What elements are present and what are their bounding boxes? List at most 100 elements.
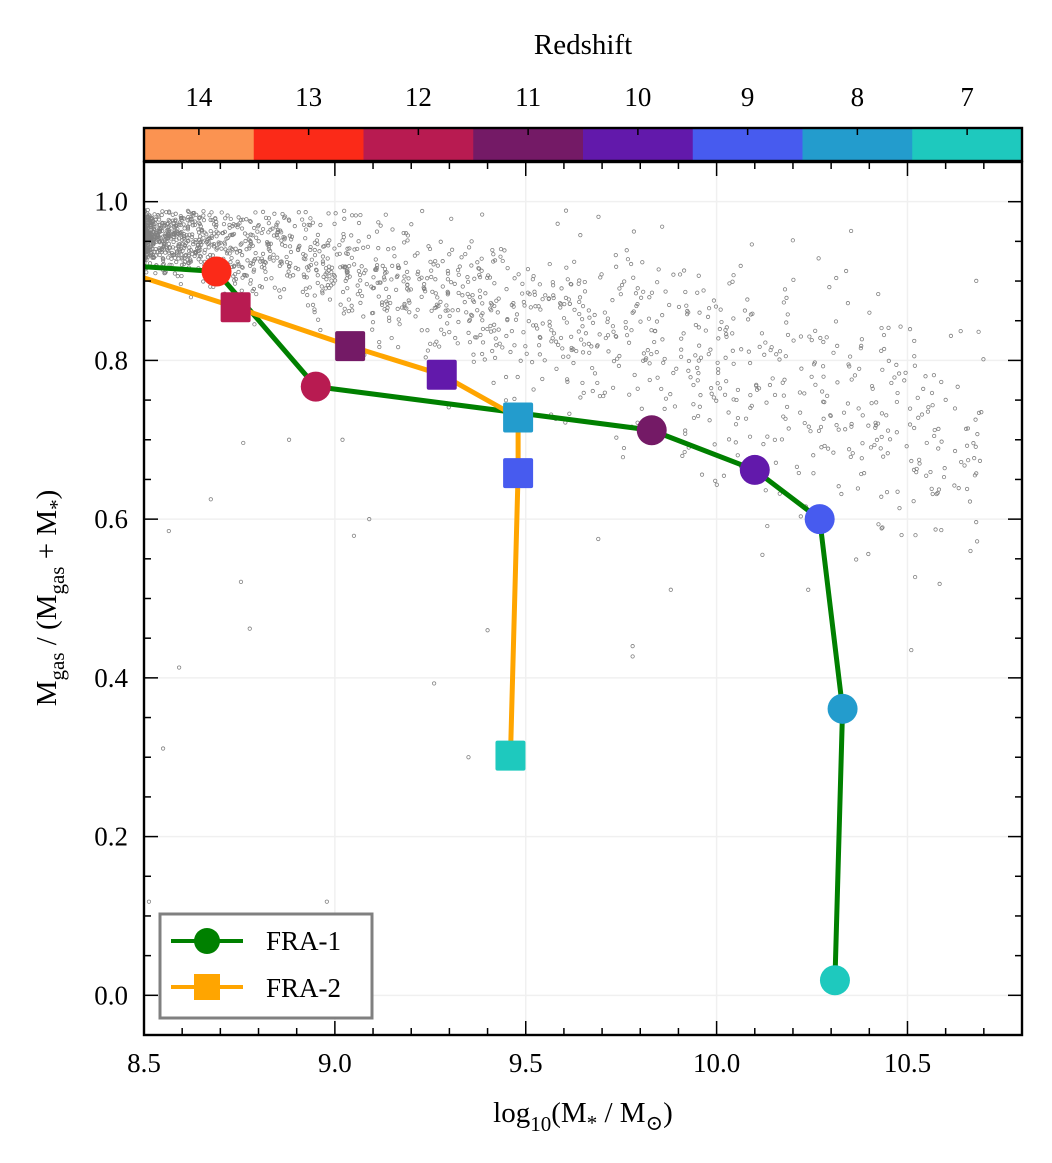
galaxy-point	[407, 300, 412, 305]
galaxy-point	[263, 269, 268, 274]
galaxy-point	[912, 354, 917, 359]
galaxy-point	[798, 514, 803, 519]
galaxy-point	[303, 210, 308, 215]
galaxy-point	[255, 229, 260, 234]
galaxy-point	[342, 265, 347, 270]
galaxy-point	[196, 220, 201, 225]
galaxy-point	[275, 227, 281, 233]
galaxy-point	[157, 252, 162, 258]
galaxy-point	[579, 317, 585, 322]
galaxy-point	[202, 250, 207, 255]
galaxy-point	[698, 355, 704, 360]
galaxy-point	[618, 292, 623, 297]
galaxy-point	[171, 224, 177, 230]
colorbar-tick-label: 9	[741, 82, 755, 112]
galaxy-point	[145, 248, 151, 253]
galaxy-point	[377, 339, 382, 345]
galaxy-point	[181, 222, 186, 227]
galaxy-point	[286, 269, 291, 274]
y-axis-label: Mgas / (Mgas + M*)	[31, 490, 69, 707]
legend-label-fra-2: FRA-2	[266, 973, 341, 1003]
galaxy-point	[429, 274, 434, 280]
galaxy-point	[530, 360, 535, 365]
galaxy-point	[395, 273, 400, 278]
galaxy-point	[399, 305, 405, 310]
data-point-fra-1-z11	[636, 415, 667, 446]
galaxy-point	[662, 406, 667, 411]
galaxy-point	[930, 491, 935, 497]
galaxy-point	[587, 315, 592, 320]
galaxy-point	[907, 327, 913, 332]
galaxy-point	[590, 320, 596, 325]
galaxy-point	[355, 292, 360, 297]
galaxy-point	[378, 280, 383, 285]
galaxy-point	[783, 416, 788, 421]
galaxy-point	[536, 304, 541, 309]
galaxy-point	[852, 373, 858, 378]
galaxy-point	[349, 255, 354, 260]
galaxy-point	[617, 353, 622, 359]
galaxy-point	[868, 445, 874, 450]
galaxy-point	[660, 337, 665, 342]
galaxy-point	[521, 330, 526, 335]
galaxy-point	[309, 257, 314, 262]
galaxy-point	[428, 341, 433, 346]
galaxy-point	[848, 354, 853, 359]
galaxy-point	[706, 306, 712, 311]
galaxy-point	[849, 377, 854, 382]
galaxy-point	[925, 409, 931, 414]
galaxy-point	[976, 329, 981, 334]
galaxy-point	[936, 446, 941, 451]
galaxy-point	[274, 222, 279, 227]
series-markers	[201, 256, 858, 996]
galaxy-point	[392, 254, 397, 259]
galaxy-point	[266, 216, 272, 221]
galaxy-point	[879, 325, 884, 331]
galaxy-point	[196, 237, 202, 242]
galaxy-point	[761, 442, 766, 447]
legend-item-fra-1: FRA-1	[171, 926, 341, 956]
galaxy-point	[223, 247, 228, 252]
galaxy-point	[496, 296, 501, 301]
galaxy-point	[166, 217, 171, 223]
galaxy-point	[214, 247, 219, 252]
galaxy-point	[422, 282, 427, 287]
galaxy-point	[630, 310, 635, 315]
galaxy-point	[696, 358, 701, 363]
galaxy-point	[289, 234, 295, 239]
galaxy-point	[879, 494, 884, 499]
galaxy-point	[260, 226, 266, 232]
galaxy-point	[370, 320, 376, 325]
galaxy-point	[849, 424, 854, 429]
galaxy-point	[333, 211, 338, 216]
galaxy-point	[402, 301, 407, 307]
galaxy-point	[182, 259, 188, 264]
galaxy-point	[146, 899, 152, 904]
galaxy-point	[154, 249, 159, 255]
galaxy-point	[828, 413, 833, 419]
background-scatter	[144, 207, 986, 904]
galaxy-point	[537, 352, 542, 357]
galaxy-point	[245, 258, 250, 263]
galaxy-point	[500, 258, 505, 264]
galaxy-point	[256, 222, 261, 228]
galaxy-point	[490, 247, 495, 253]
galaxy-point	[230, 232, 235, 238]
galaxy-point	[722, 392, 728, 397]
galaxy-point	[881, 454, 886, 459]
galaxy-point	[733, 440, 738, 445]
galaxy-point	[478, 332, 483, 338]
galaxy-point	[341, 235, 346, 240]
galaxy-point	[564, 320, 569, 325]
galaxy-point	[846, 362, 851, 367]
galaxy-point	[654, 350, 659, 355]
galaxy-point	[395, 263, 401, 268]
galaxy-point	[547, 319, 552, 324]
galaxy-point	[415, 269, 421, 274]
galaxy-point	[671, 370, 676, 376]
galaxy-point	[870, 386, 875, 391]
galaxy-point	[219, 210, 224, 215]
galaxy-point	[578, 395, 583, 400]
galaxy-point	[631, 229, 637, 234]
galaxy-point	[325, 283, 330, 288]
